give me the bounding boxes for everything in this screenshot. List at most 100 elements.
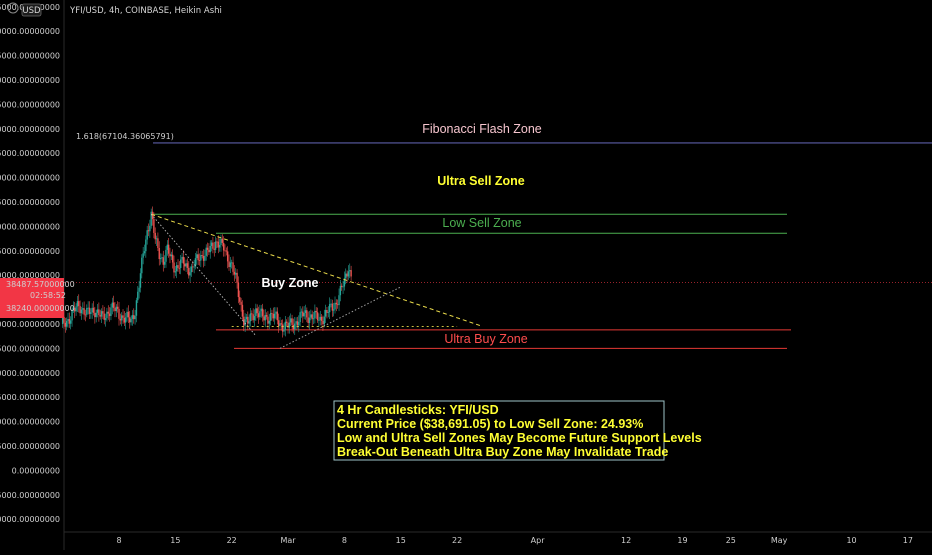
candle-body xyxy=(284,321,287,330)
candle-body xyxy=(88,307,91,314)
candle-body xyxy=(240,301,242,305)
candle-body xyxy=(268,320,270,324)
settings-icon[interactable] xyxy=(7,2,19,14)
candle-body xyxy=(194,258,197,267)
candle-body xyxy=(296,321,299,326)
candle-body xyxy=(82,308,84,310)
candle-body xyxy=(200,254,202,261)
price-levels xyxy=(64,142,932,349)
candle-body xyxy=(95,312,97,318)
trendline-dotted-sell xyxy=(150,213,257,337)
info-line-4: Break-Out Beneath Ultra Buy Zone May Inv… xyxy=(337,445,668,459)
candle-body xyxy=(336,304,339,306)
candle-body xyxy=(116,306,119,309)
x-tick-label: 15 xyxy=(170,536,180,545)
y-tick-label: -10000.00000000 xyxy=(0,515,60,524)
candle-body xyxy=(146,230,148,240)
x-tick-label: Apr xyxy=(531,536,546,545)
candle-body xyxy=(251,313,253,315)
candle-body xyxy=(198,260,201,261)
candle-body xyxy=(286,321,288,323)
candle-body xyxy=(181,256,183,260)
candle-body xyxy=(196,254,198,259)
y-tick-label: 15000.00000000 xyxy=(0,393,60,402)
symbol-title: YFI/USD, 4h, COINBASE, Heikin Ashi xyxy=(69,6,222,16)
candle-body xyxy=(103,313,105,320)
x-tick-label: 19 xyxy=(677,536,687,545)
candle-body xyxy=(114,307,116,312)
candle-body xyxy=(177,265,179,268)
candle-body xyxy=(137,291,139,301)
y-tick-label: 55000.00000000 xyxy=(0,198,60,207)
candle-body xyxy=(263,316,265,321)
candle-body xyxy=(341,285,343,288)
low-sell-zone-label: Low Sell Zone xyxy=(442,216,521,230)
candle-body xyxy=(216,241,218,243)
candle-body xyxy=(295,321,297,324)
candle-body xyxy=(193,266,195,268)
buy-zone-label: Buy Zone xyxy=(262,276,319,290)
candle-body xyxy=(209,245,211,253)
candle-body xyxy=(188,267,190,276)
candle-body xyxy=(311,314,313,320)
candle-body xyxy=(108,313,111,316)
candle-body xyxy=(280,323,283,325)
trendline-lower xyxy=(279,286,401,349)
x-axis[interactable]: 8 15 22 Mar 8 15 22 Apr 12 19 25 May 10 17 xyxy=(116,536,913,545)
candle-body xyxy=(241,304,244,317)
candle-body xyxy=(339,285,342,296)
candle-body xyxy=(319,316,321,321)
candle-body xyxy=(115,306,118,312)
candle-body xyxy=(112,302,115,308)
candle-body xyxy=(96,309,99,313)
candle-body xyxy=(127,311,130,318)
info-line-3: Low and Ultra Sell Zones May Become Futu… xyxy=(337,431,702,445)
y-tick-label: 25000.00000000 xyxy=(0,344,60,353)
info-box: 4 Hr Candlesticks: YFI/USD Current Price… xyxy=(333,400,702,461)
candle-body xyxy=(343,278,346,287)
currency-badge[interactable] xyxy=(21,3,42,17)
x-tick-label: 8 xyxy=(342,536,347,545)
candle-body xyxy=(65,320,68,327)
candle-body xyxy=(346,273,348,277)
candle-body xyxy=(273,313,276,319)
candle-body xyxy=(213,248,215,250)
candle-body xyxy=(279,323,281,327)
candle-body xyxy=(338,295,340,306)
candle-body xyxy=(80,309,83,314)
candle-body xyxy=(299,312,301,322)
candle-body xyxy=(78,301,80,307)
candle-body xyxy=(111,302,113,308)
candle-body xyxy=(133,315,135,320)
y-tick-label: 60000.00000000 xyxy=(0,174,60,183)
candle-body xyxy=(184,263,186,267)
candle-body xyxy=(318,320,320,321)
candle-body xyxy=(277,320,280,327)
candle-body xyxy=(123,317,126,323)
y-tick-label: 80000.00000000 xyxy=(0,76,60,85)
candle-body xyxy=(287,322,289,328)
candle-body xyxy=(281,324,284,332)
currency-badge-label: USD xyxy=(22,6,41,16)
candle-body xyxy=(260,308,262,312)
candle-body xyxy=(345,273,347,279)
y-tick-label: 90000.00000000 xyxy=(0,27,60,36)
candle-body xyxy=(189,272,191,276)
candle-body xyxy=(153,219,155,233)
candle-body xyxy=(150,211,152,226)
candle-body xyxy=(264,314,266,321)
candle-body xyxy=(259,311,261,318)
candle-body xyxy=(102,311,104,314)
y-tick-label: 45000.00000000 xyxy=(0,247,60,256)
candle-body xyxy=(350,270,352,277)
candle-body xyxy=(218,244,221,248)
candle-body xyxy=(100,311,103,317)
candle-body xyxy=(349,270,351,272)
candle-body xyxy=(145,239,147,252)
candle-body xyxy=(302,311,304,317)
candle-body xyxy=(335,302,338,305)
candle-body xyxy=(169,253,171,257)
candle-body xyxy=(327,312,329,314)
